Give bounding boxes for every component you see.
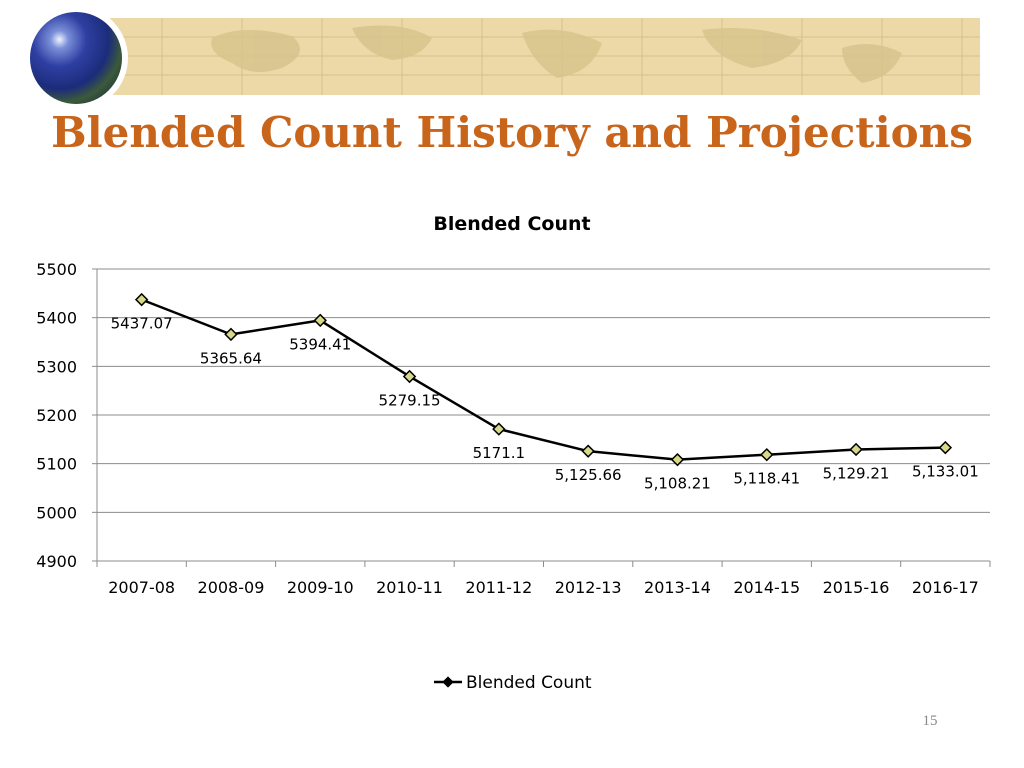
data-point-marker: [938, 440, 953, 455]
y-tick-label: 4900: [36, 552, 77, 571]
data-point-marker: [760, 447, 774, 462]
y-tick-label: 5500: [36, 260, 77, 279]
data-label: 5,118.41: [733, 470, 800, 488]
slide-title: Blended Count History and Projections: [51, 108, 973, 157]
axes: 4900 5000 5100 5200 5300 5400 5500 2007-08 2008-…: [36, 260, 991, 597]
data-point-marker: [313, 313, 327, 328]
world-map-banner: [102, 18, 980, 95]
data-label: 5394.41: [289, 335, 351, 353]
data-label: 5,108.21: [644, 475, 711, 493]
x-tick-label: 2011-12: [465, 578, 532, 597]
data-label: 5,133.01: [912, 463, 979, 481]
x-tick-label: 2015-16: [823, 578, 890, 597]
y-tick-label: 5000: [36, 503, 77, 522]
gridlines: [97, 268, 990, 562]
data-point-marker: [581, 444, 595, 458]
data-point-marker: [224, 327, 238, 342]
page-number: 15: [922, 713, 938, 729]
map-grid: [102, 18, 980, 95]
data-label: 5171.1: [473, 444, 526, 462]
data-point-marker: [402, 369, 417, 384]
globe-logo: [30, 12, 122, 104]
x-tick-label: 2010-11: [376, 578, 443, 597]
x-tick-label: 2013-14: [644, 578, 711, 597]
chart-title: Blended Count: [433, 213, 590, 235]
x-tick-label: 2009-10: [287, 578, 354, 597]
y-tick-label: 5200: [36, 406, 77, 425]
x-tick-label: 2016-17: [912, 578, 979, 597]
series-line: [141, 298, 946, 461]
y-tick-label: 5400: [36, 309, 77, 328]
x-tick-label: 2014-15: [733, 578, 800, 597]
data-label: 5279.15: [379, 391, 441, 409]
data-point-marker: [849, 442, 863, 457]
y-tick-label: 5300: [36, 357, 77, 376]
x-tick-label: 2012-13: [555, 578, 622, 597]
y-tick-label: 5100: [36, 455, 77, 474]
x-tick-label: 2008-09: [198, 578, 265, 597]
data-point-marker: [670, 452, 685, 467]
legend-marker-swatch: [442, 676, 454, 688]
data-label: 5,129.21: [823, 464, 890, 482]
legend: Blended Count: [434, 673, 592, 693]
data-point-marker: [492, 422, 506, 436]
data-label: 5437.07: [111, 315, 173, 333]
data-point-marker: [134, 292, 149, 307]
data-label: 5365.64: [200, 349, 262, 367]
data-label: 5,125.66: [555, 466, 622, 484]
x-tick-label: 2007-08: [108, 578, 175, 597]
legend-label: Blended Count: [466, 673, 592, 693]
series-blended-count: 5437.07 5365.64 5394.41 5279.15 5171.1 5,125.…: [111, 292, 979, 493]
